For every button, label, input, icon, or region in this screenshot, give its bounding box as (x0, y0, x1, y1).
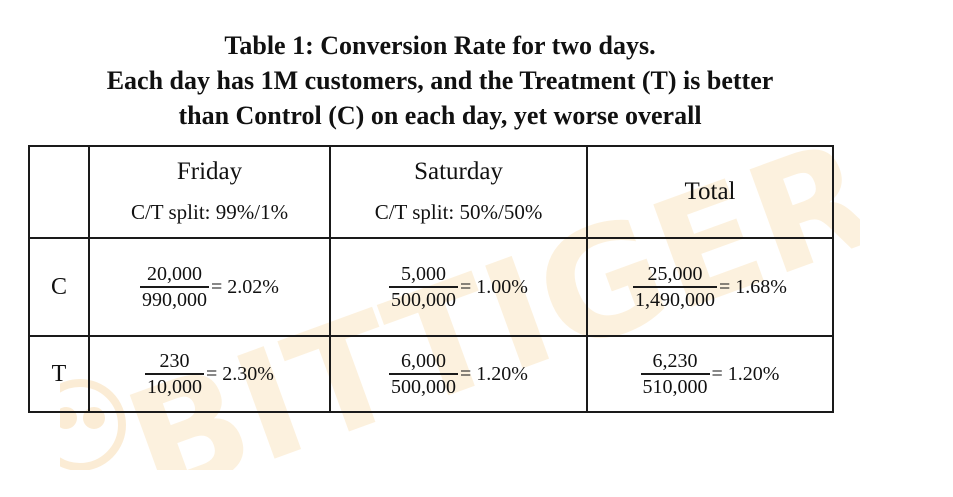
denominator: 510,000 (640, 373, 710, 399)
caption-line-3: than Control (C) on each day, yet worse … (178, 101, 702, 130)
rate: = 1.20% (711, 362, 780, 385)
fraction: 5,000 500,000 (389, 262, 459, 312)
header-friday: Friday C/T split: 99%/1% (88, 145, 331, 239)
denominator: 1,490,000 (633, 286, 718, 312)
denominator: 500,000 (389, 373, 459, 399)
header-total: Total (586, 145, 834, 239)
caption-line-2: Each day has 1M customers, and the Treat… (106, 66, 774, 95)
header-saturday: Saturday C/T split: 50%/50% (329, 145, 588, 239)
denominator: 990,000 (140, 286, 210, 312)
rate: = 1.00% (460, 275, 528, 298)
numerator: 6,000 (401, 350, 447, 372)
header-row: Friday C/T split: 99%/1% Saturday C/T sp… (28, 145, 834, 239)
fraction: 230 10,000 (145, 349, 205, 399)
rate: = 2.02% (211, 275, 279, 298)
fraction: 25,000 1,490,000 (633, 262, 718, 312)
numerator: 25,000 (647, 263, 703, 285)
fraction: 6,230 510,000 (640, 349, 710, 399)
numerator: 6,230 (652, 350, 698, 372)
denominator: 500,000 (389, 286, 459, 312)
row-label-treatment: T (28, 335, 90, 413)
conversion-rate-table: Friday C/T split: 99%/1% Saturday C/T sp… (28, 145, 834, 413)
cell-control-saturday: 5,000 500,000 = 1.00% (329, 237, 588, 337)
table-row: C 20,000 990,000 = 2.02% 5,000 500,000 =… (28, 237, 834, 337)
rate: = 1.68% (719, 275, 787, 298)
fraction: 6,000 500,000 (389, 349, 459, 399)
fraction: 20,000 990,000 (140, 262, 210, 312)
empty-corner-cell (28, 145, 90, 239)
friday-split: C/T split: 99%/1% (130, 200, 289, 224)
cell-control-total: 25,000 1,490,000 = 1.68% (586, 237, 834, 337)
row-label-control: C (28, 237, 90, 337)
rate: = 2.30% (206, 362, 274, 385)
denominator: 10,000 (145, 373, 205, 399)
numerator: 5,000 (401, 263, 447, 285)
rate: = 1.20% (460, 362, 528, 385)
table-row: T 230 10,000 = 2.30% 6,000 500,000 = 1.2… (28, 335, 834, 413)
numerator: 230 (159, 350, 190, 372)
cell-control-friday: 20,000 990,000 = 2.02% (88, 237, 331, 337)
saturday-split: C/T split: 50%/50% (374, 200, 543, 224)
total-label: Total (684, 178, 736, 205)
friday-label: Friday (176, 158, 243, 185)
cell-treatment-saturday: 6,000 500,000 = 1.20% (329, 335, 588, 413)
caption-line-1: Table 1: Conversion Rate for two days. (224, 31, 656, 60)
numerator: 20,000 (147, 263, 203, 285)
table-caption: Table 1: Conversion Rate for two days. E… (0, 28, 880, 133)
cell-treatment-total: 6,230 510,000 = 1.20% (586, 335, 834, 413)
saturday-label: Saturday (414, 158, 503, 185)
cell-treatment-friday: 230 10,000 = 2.30% (88, 335, 331, 413)
